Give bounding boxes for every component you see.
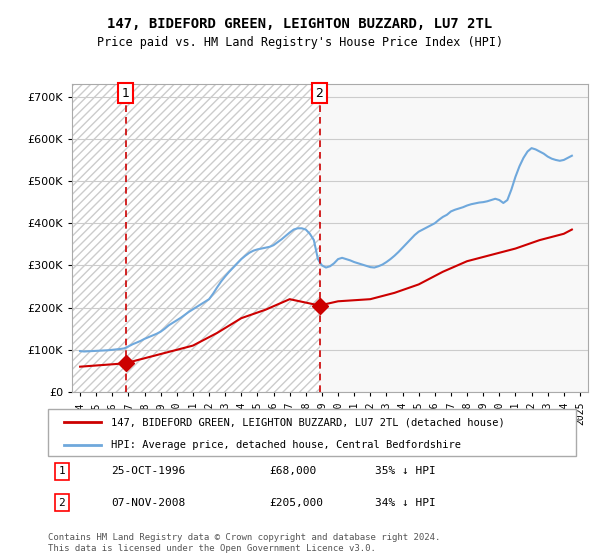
Bar xyxy=(72,84,125,392)
Text: 34% ↓ HPI: 34% ↓ HPI xyxy=(376,498,436,508)
Text: Price paid vs. HM Land Registry's House Price Index (HPI): Price paid vs. HM Land Registry's House … xyxy=(97,36,503,49)
Bar xyxy=(125,84,320,392)
Text: 1: 1 xyxy=(59,466,65,476)
Text: 07-NOV-2008: 07-NOV-2008 xyxy=(112,498,185,508)
Text: £205,000: £205,000 xyxy=(270,498,324,508)
Text: HPI: Average price, detached house, Central Bedfordshire: HPI: Average price, detached house, Cent… xyxy=(112,440,461,450)
FancyBboxPatch shape xyxy=(48,409,576,456)
Text: 35% ↓ HPI: 35% ↓ HPI xyxy=(376,466,436,476)
Text: 2: 2 xyxy=(316,87,323,100)
Text: £68,000: £68,000 xyxy=(270,466,317,476)
Text: 147, BIDEFORD GREEN, LEIGHTON BUZZARD, LU7 2TL: 147, BIDEFORD GREEN, LEIGHTON BUZZARD, L… xyxy=(107,17,493,31)
Text: 147, BIDEFORD GREEN, LEIGHTON BUZZARD, LU7 2TL (detached house): 147, BIDEFORD GREEN, LEIGHTON BUZZARD, L… xyxy=(112,417,505,427)
Text: 1: 1 xyxy=(122,87,130,100)
Text: Contains HM Land Registry data © Crown copyright and database right 2024.
This d: Contains HM Land Registry data © Crown c… xyxy=(48,533,440,553)
Text: 25-OCT-1996: 25-OCT-1996 xyxy=(112,466,185,476)
Text: 2: 2 xyxy=(59,498,65,508)
